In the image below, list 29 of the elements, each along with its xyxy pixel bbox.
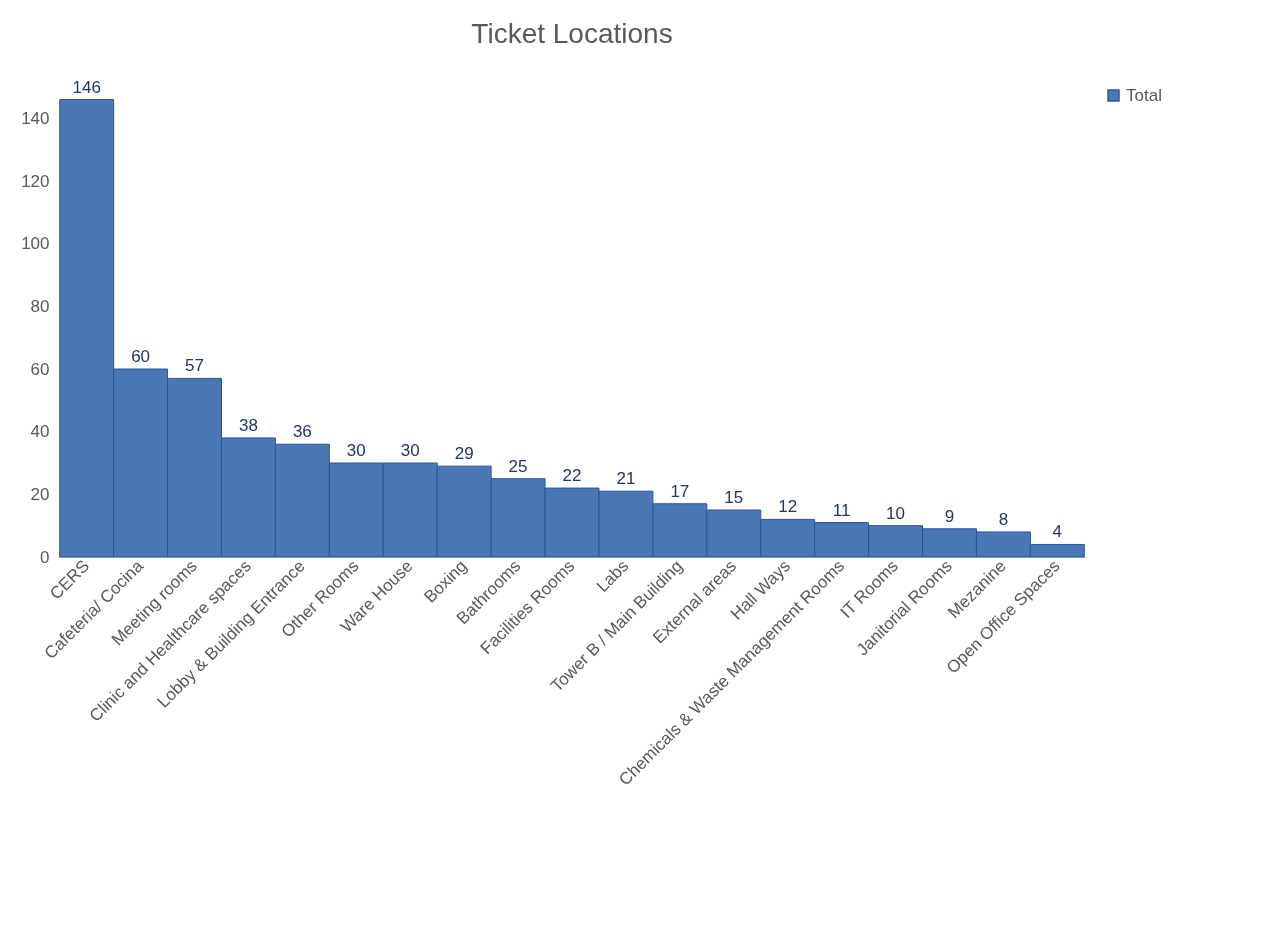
data-label: 8: [998, 509, 1009, 529]
y-tick-label: 40: [30, 422, 50, 442]
data-label: 146: [72, 77, 101, 97]
y-tick-label: 100: [21, 234, 50, 254]
chart-title: Ticket Locations: [471, 17, 673, 49]
data-label: 10: [886, 503, 906, 523]
data-label: 30: [346, 441, 366, 460]
data-label: 21: [616, 469, 636, 489]
data-label: 9: [944, 506, 955, 526]
data-label: 57: [185, 356, 204, 376]
y-tick-label: 120: [21, 171, 50, 191]
y-tick-label: 140: [21, 108, 50, 128]
data-label: 29: [454, 444, 474, 464]
data-label: 38: [238, 415, 258, 435]
data-label: 36: [292, 422, 312, 442]
data-label: 4: [1052, 522, 1063, 542]
y-tick-label: 60: [30, 359, 50, 379]
y-tick-label: 0: [40, 547, 50, 567]
data-label: 11: [832, 500, 851, 520]
data-label: 12: [778, 497, 798, 517]
data-label: 15: [724, 488, 744, 507]
data-label: 60: [131, 347, 151, 366]
data-label: 17: [670, 481, 690, 501]
data-label: 22: [562, 466, 582, 486]
data-label: 25: [508, 456, 528, 476]
data-label: 30: [400, 441, 420, 460]
y-tick-label: 20: [30, 484, 50, 504]
legend-label: Total: [1126, 85, 1162, 105]
y-tick-label: 80: [30, 296, 50, 316]
